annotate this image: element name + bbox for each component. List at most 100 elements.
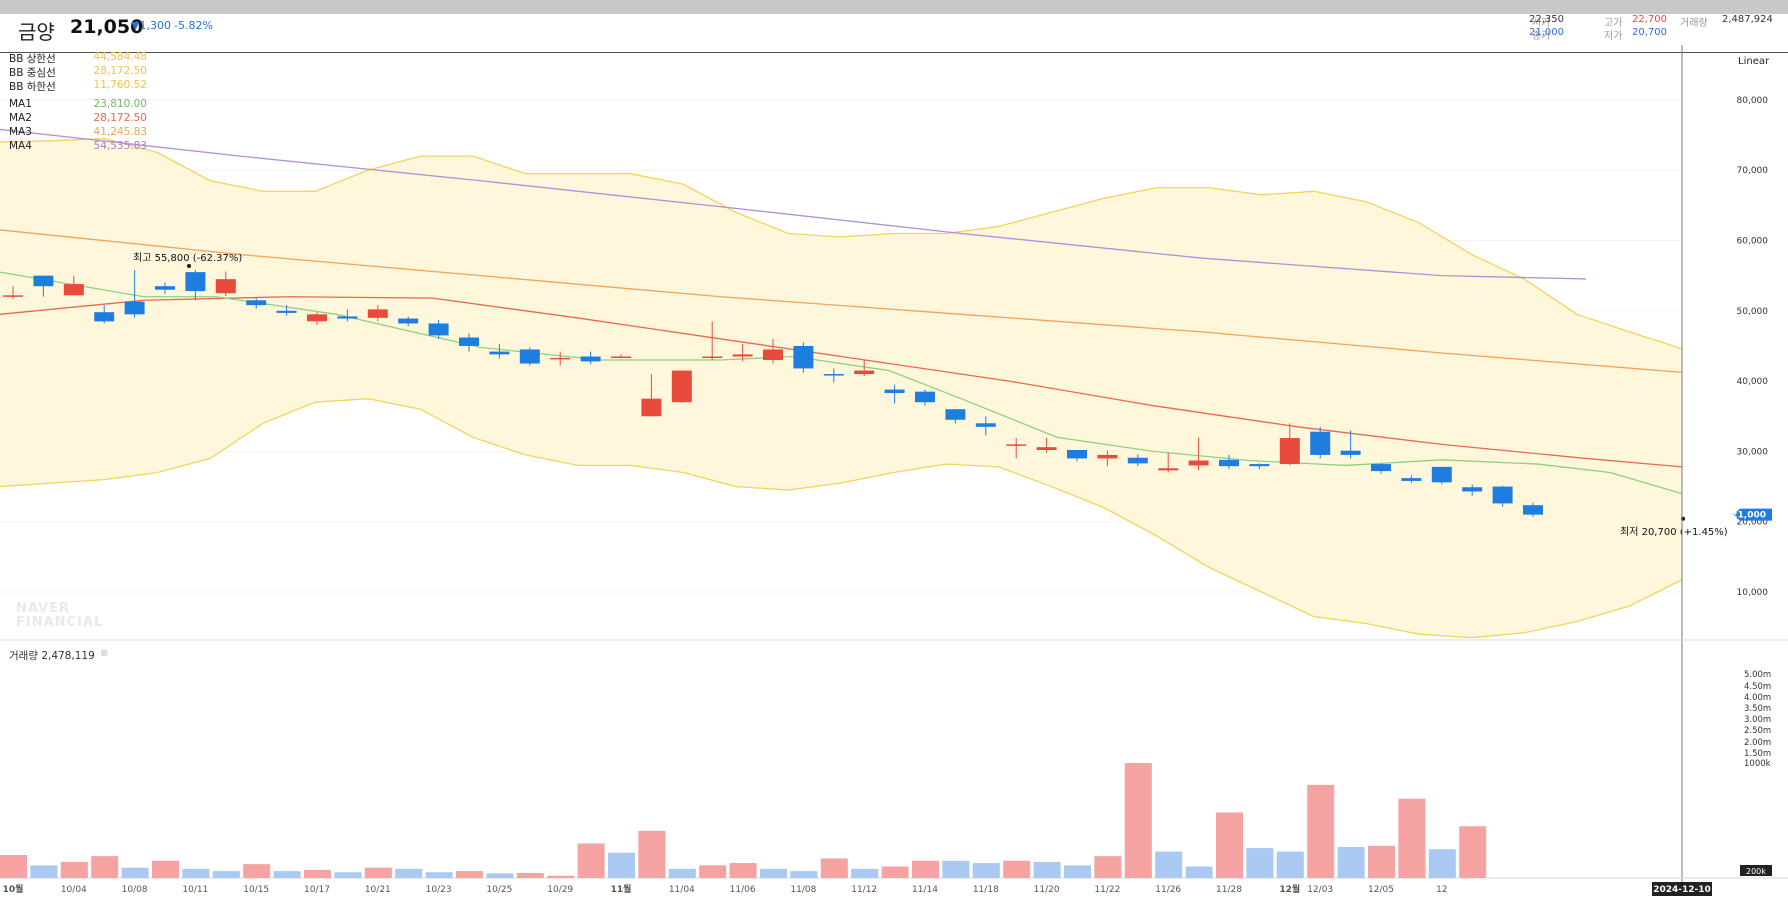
- bb-upper-line: [0, 137, 1683, 350]
- volume-bar: [212, 871, 240, 878]
- legend-ma2: MA2: [9, 112, 32, 124]
- volume-bar: [304, 869, 331, 878]
- x-tick-label: 11/06: [730, 885, 756, 895]
- volume-bar: [881, 866, 909, 878]
- high-value: 22,700: [1632, 14, 1667, 25]
- legend-bb-middle: BB 중심선: [9, 67, 56, 79]
- volume-bar: [547, 875, 575, 878]
- x-tick-label: 11/04: [669, 885, 695, 895]
- x-tick-label: 11/12: [851, 885, 877, 895]
- volume-bar: [1094, 856, 1122, 878]
- volume-bar: [1033, 861, 1061, 878]
- x-tick-label: 10/17: [304, 885, 330, 895]
- candle-body: [276, 310, 297, 313]
- chart-frame: 금양 21,050 ▼1,300 -5.82% 시가 22,350 고가 22,…: [0, 14, 1788, 899]
- volume-bar: [1003, 860, 1031, 878]
- candle-body: [185, 272, 206, 292]
- bb-lower-line: [0, 398, 1683, 639]
- candle-body: [1492, 486, 1513, 504]
- price-chart[interactable]: 최고 55,800 (-62.37%) 최저 20,700 (+1.45%) 10,…: [0, 14, 1788, 899]
- high-annotation: 최고 55,800 (-62.37%): [133, 252, 242, 264]
- legend-ma3: MA3: [9, 126, 32, 138]
- volume-bar: [972, 863, 1000, 878]
- volume-bar: [1216, 812, 1243, 878]
- x-tick-label: 11월: [611, 883, 632, 895]
- volume-tick: 4.00m: [1744, 693, 1771, 703]
- volume-tick: 200k: [1746, 867, 1766, 876]
- ma1-line: [0, 271, 1683, 495]
- candle-body: [94, 312, 115, 322]
- x-tick-label: 11/14: [912, 885, 938, 895]
- candle-body: [398, 318, 419, 324]
- x-tick-label: 12/03: [1307, 885, 1333, 895]
- x-tick-label: 11/18: [973, 885, 999, 895]
- volume-bar: [0, 855, 27, 878]
- volume-bar: [1276, 851, 1304, 878]
- candle-body: [215, 279, 236, 294]
- candle-body: [671, 370, 692, 403]
- y-tick-20000: 20,000: [1737, 518, 1769, 528]
- candle-body: [884, 389, 905, 394]
- y-tick-40000: 40,000: [1737, 377, 1769, 387]
- volume-label: 거래량: [1680, 18, 1708, 29]
- x-tick-label: 11/28: [1216, 885, 1242, 895]
- open-label: 시가: [1532, 18, 1551, 29]
- volume-bar: [30, 865, 58, 878]
- legend-ma1-value: 23,810.00: [93, 98, 147, 110]
- legend-bb-lower: BB 하한선: [9, 81, 56, 93]
- volume-value: 2,487,924: [1722, 14, 1773, 25]
- candle-body: [33, 275, 54, 287]
- candle-body: [1219, 459, 1239, 467]
- candle-body: [611, 356, 631, 358]
- x-tick-label: 11/20: [1034, 885, 1060, 895]
- candle-body: [519, 349, 540, 364]
- ma4-line: [0, 128, 1586, 280]
- candle-body: [975, 423, 996, 427]
- volume-bar: [638, 830, 666, 878]
- close-icon[interactable]: ⊗: [100, 648, 109, 659]
- candle-body: [1431, 466, 1452, 483]
- volume-bar: [425, 872, 453, 878]
- volume-bar: [608, 852, 635, 878]
- candle-body: [823, 374, 844, 376]
- volume-bar: [1307, 784, 1335, 878]
- volume-bar: [1398, 798, 1426, 878]
- volume-bar: [1124, 763, 1152, 878]
- candle-body: [246, 300, 267, 306]
- candle-body: [1158, 468, 1179, 471]
- candle-body: [1462, 487, 1483, 492]
- candle-body: [428, 323, 449, 336]
- volume-bar: [851, 868, 879, 878]
- open-value: 22,350: [1529, 14, 1564, 25]
- candle-body: [1188, 460, 1209, 466]
- candle-body: [1067, 449, 1087, 459]
- volume-bar: [1155, 851, 1183, 878]
- y-tick-80000: 80,000: [1737, 96, 1769, 106]
- candle-body: [489, 351, 510, 355]
- candle-body: [459, 337, 479, 346]
- volume-bar: [182, 868, 210, 878]
- candle-body: [641, 398, 662, 417]
- candle-body: [1310, 431, 1331, 455]
- candle-body: [945, 409, 966, 420]
- y-tick-30000: 30,000: [1737, 447, 1769, 457]
- candle-body: [793, 345, 814, 369]
- low-annotation: 최저 20,700 (+1.45%): [1620, 526, 1728, 538]
- volume-bar: [516, 872, 544, 878]
- volume-bar: [121, 867, 149, 878]
- legend-ma2-value: 28,172.50: [93, 112, 147, 124]
- legend-ma3-value: 41,245.83: [93, 126, 147, 138]
- y-tick-10000: 10,000: [1737, 588, 1769, 598]
- legend-bb-upper: BB 상한선: [9, 53, 56, 65]
- candle-body: [1279, 438, 1300, 465]
- crosshair-date-bg: [1652, 882, 1712, 896]
- candle-body: [1371, 464, 1391, 472]
- volume-bar: [60, 861, 88, 878]
- x-tick-label: 10월: [3, 883, 24, 895]
- volume-bar: [1459, 826, 1487, 878]
- volume-tick-bg: [1740, 865, 1772, 876]
- x-tick-label: 10/04: [61, 885, 87, 895]
- ma2-line: [0, 296, 1683, 468]
- scale-toggle[interactable]: Linear: [1738, 56, 1770, 67]
- legend-ma4-value: 54,535.83: [93, 140, 147, 152]
